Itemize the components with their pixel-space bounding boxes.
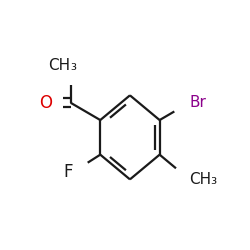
Text: ₃: ₃ <box>70 58 76 73</box>
Text: F: F <box>64 163 73 181</box>
Text: CH: CH <box>48 58 70 73</box>
Text: O: O <box>40 94 52 112</box>
Text: Br: Br <box>189 95 206 110</box>
Text: CH₃: CH₃ <box>189 172 218 187</box>
